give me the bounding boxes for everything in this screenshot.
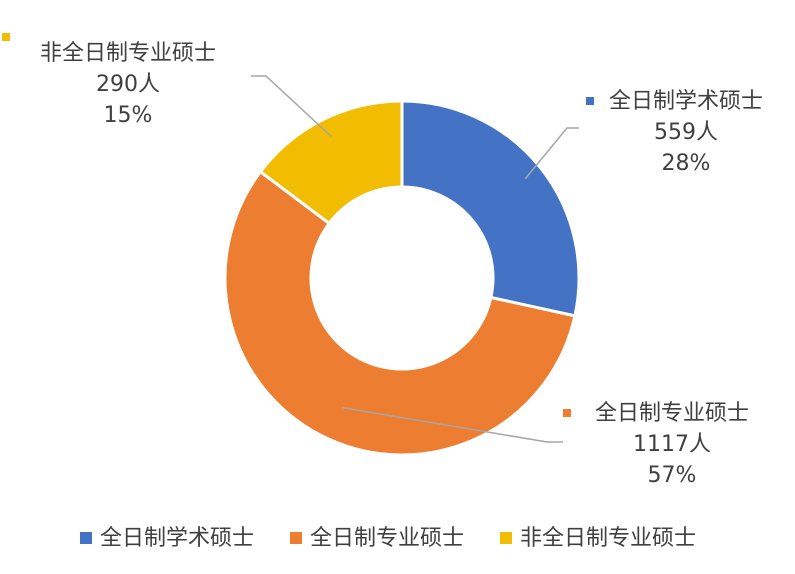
data-label-value-1: 559人 [654,120,718,145]
slice-3 [258,99,404,226]
data-label-marker-2 [563,409,571,417]
slice-1 [400,99,581,318]
donut-slices [223,99,581,457]
data-label-marker-3 [2,33,10,41]
legend-swatch-2 [290,532,302,544]
leader-lines [251,75,579,443]
data-label-value-2: 1117人 [633,432,711,457]
leader-line-2 [342,406,563,443]
legend-label-1: 全日制学术硕士 [100,526,254,551]
data-label-percent-2: 57% [648,463,697,488]
data-label-percent-1: 28% [662,151,711,176]
legend-swatch-1 [80,532,92,544]
data-label-category-2: 全日制专业硕士 [595,401,749,426]
leader-line-1 [524,127,579,180]
legend-label-2: 全日制专业硕士 [310,526,464,551]
leader-line-3 [251,75,332,138]
data-labels: 全日制学术硕士 559人 28% 全日制专业硕士 1117人 57% 非全日制专业硕士 290… [2,33,763,488]
data-label-category-3: 非全日制专业硕士 [40,41,216,66]
slice-2 [223,169,577,457]
legend-label-3: 非全日制专业硕士 [520,526,696,551]
legend-swatch-3 [500,532,512,544]
data-label-percent-3: 15% [104,103,153,128]
data-label-category-1: 全日制学术硕士 [609,89,763,114]
data-label-marker-1 [586,97,594,105]
legend: 全日制学术硕士 全日制专业硕士 非全日制专业硕士 [80,526,696,551]
data-label-value-3: 290人 [96,72,160,97]
